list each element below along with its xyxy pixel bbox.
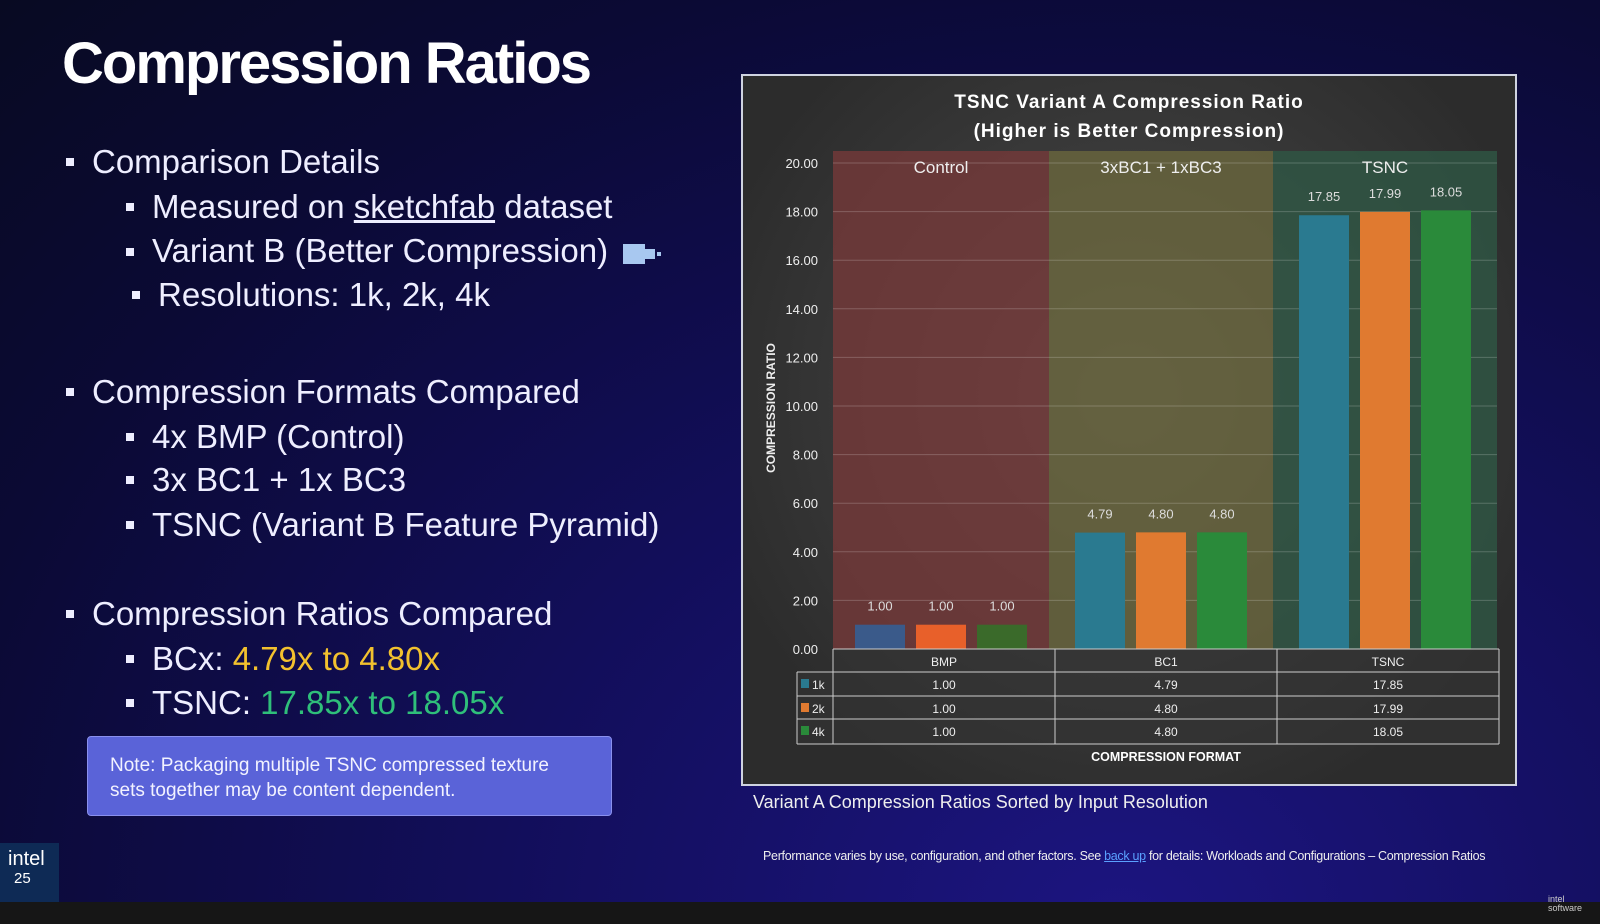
data-label: 17.99 bbox=[1369, 186, 1402, 201]
y-tick-label: 16.00 bbox=[785, 253, 818, 268]
text: BCx: bbox=[152, 640, 233, 677]
x-axis-label: COMPRESSION FORMAT bbox=[1091, 750, 1241, 764]
note-box: Note: Packaging multiple TSNC compressed… bbox=[87, 736, 612, 816]
y-tick-label: 0.00 bbox=[793, 642, 818, 657]
tsnc-value: 17.85x to 18.05x bbox=[260, 684, 505, 721]
group-label: 3xBC1 + 1xBC3 bbox=[1100, 158, 1221, 177]
data-label: 1.00 bbox=[867, 599, 892, 614]
bullet-tsnc: TSNC: 17.85x to 18.05x bbox=[152, 684, 504, 722]
bar-1k-bc1 bbox=[1075, 532, 1125, 649]
text: Variant B (Better Compression) bbox=[152, 232, 609, 269]
group-band bbox=[833, 151, 1049, 649]
table-cell: 17.99 bbox=[1373, 702, 1403, 716]
bullet-format-bc: 3x BC1 + 1x BC3 bbox=[152, 461, 407, 498]
table-cell: 1.00 bbox=[932, 725, 956, 739]
legend-swatch-1k bbox=[801, 679, 809, 688]
bar-4k-bc1 bbox=[1197, 532, 1247, 649]
data-label: 1.00 bbox=[989, 599, 1014, 614]
group-label: Control bbox=[914, 158, 969, 177]
y-tick-label: 6.00 bbox=[793, 496, 818, 511]
bullet-ratios: Compression Ratios Compared bbox=[92, 595, 553, 632]
bar-1k-bmp bbox=[855, 624, 905, 649]
data-label: 1.00 bbox=[928, 599, 953, 614]
bar-2k-tsnc bbox=[1360, 211, 1410, 649]
table-cell: 4.80 bbox=[1154, 702, 1178, 716]
bullet-variant: Variant B (Better Compression) bbox=[152, 232, 662, 272]
intel-logo: intel 25 bbox=[0, 843, 59, 902]
y-tick-label: 14.00 bbox=[785, 302, 818, 317]
text: TSNC: bbox=[152, 684, 261, 721]
intel-software-logo: intel software bbox=[1548, 894, 1583, 913]
bullet-measured: Measured on sketchfab dataset bbox=[152, 188, 612, 226]
page-title: Compression Ratios bbox=[62, 31, 592, 96]
table-cell: 18.05 bbox=[1373, 725, 1403, 739]
y-tick-label: 10.00 bbox=[785, 399, 818, 414]
data-label: 17.85 bbox=[1308, 189, 1341, 204]
text: Performance varies by use, configuration… bbox=[763, 849, 1105, 863]
legend-label: 1k bbox=[812, 678, 826, 692]
sketchfab-link[interactable]: sketchfab bbox=[353, 188, 496, 225]
bullet-comparison: Comparison Details bbox=[92, 143, 380, 180]
y-tick-label: 2.00 bbox=[793, 593, 818, 608]
table-cell: 4.79 bbox=[1154, 678, 1178, 692]
bar-2k-bmp bbox=[916, 624, 966, 649]
logo-text: intel bbox=[8, 848, 45, 870]
table-header: BC1 bbox=[1154, 655, 1178, 669]
y-tick-label: 8.00 bbox=[793, 448, 818, 463]
bullet-format-bmp: 4x BMP (Control) bbox=[152, 418, 405, 455]
logo-number: 25 bbox=[14, 870, 31, 887]
table-cell: 17.85 bbox=[1373, 678, 1403, 692]
table-cell: 4.80 bbox=[1154, 725, 1178, 739]
data-label: 4.80 bbox=[1148, 506, 1173, 521]
legend-swatch-2k bbox=[801, 703, 809, 712]
text: for details: Workloads and Configuration… bbox=[1145, 849, 1486, 863]
bar-4k-tsnc bbox=[1421, 210, 1471, 649]
legend-label: 4k bbox=[812, 725, 826, 739]
group-label: TSNC bbox=[1362, 158, 1408, 177]
y-tick-label: 20.00 bbox=[785, 156, 818, 171]
text: Measured on bbox=[152, 188, 354, 225]
legend-label: 2k bbox=[812, 702, 826, 716]
bullet-format-tsnc: TSNC (Variant B Feature Pyramid) bbox=[152, 506, 660, 543]
table-cell: 1.00 bbox=[932, 702, 956, 716]
bar-2k-bc1 bbox=[1136, 532, 1186, 649]
table-header: TSNC bbox=[1372, 655, 1405, 669]
plug-icon bbox=[623, 234, 662, 272]
legend-swatch-4k bbox=[801, 726, 809, 735]
data-label: 18.05 bbox=[1430, 184, 1463, 199]
bcx-value: 4.79x to 4.80x bbox=[232, 640, 441, 677]
chart-caption: Variant A Compression Ratios Sorted by I… bbox=[753, 792, 1208, 812]
bullet-resolutions: Resolutions: 1k, 2k, 4k bbox=[158, 276, 490, 313]
text: dataset bbox=[495, 188, 613, 225]
y-tick-label: 18.00 bbox=[785, 205, 818, 220]
bullet-formats: Compression Formats Compared bbox=[92, 373, 580, 410]
chart-title: TSNC Variant A Compression Ratio bbox=[954, 92, 1303, 113]
y-axis-label: COMPRESSION RATIO bbox=[764, 343, 778, 473]
data-label: 4.79 bbox=[1087, 507, 1112, 522]
chart-subtitle: (Higher is Better Compression) bbox=[974, 121, 1285, 142]
bottom-bar bbox=[0, 902, 1600, 924]
y-tick-label: 4.00 bbox=[793, 545, 818, 560]
data-label: 4.80 bbox=[1209, 506, 1234, 521]
table-cell: 1.00 bbox=[932, 678, 956, 692]
disclaimer: Performance varies by use, configuration… bbox=[763, 849, 1485, 863]
bar-4k-bmp bbox=[977, 624, 1027, 649]
y-tick-label: 12.00 bbox=[785, 350, 818, 365]
bar-1k-tsnc bbox=[1299, 215, 1349, 649]
back-up-link[interactable]: back up bbox=[1104, 849, 1146, 863]
table-header: BMP bbox=[931, 655, 957, 669]
bullet-bcx: BCx: 4.79x to 4.80x bbox=[152, 640, 440, 678]
